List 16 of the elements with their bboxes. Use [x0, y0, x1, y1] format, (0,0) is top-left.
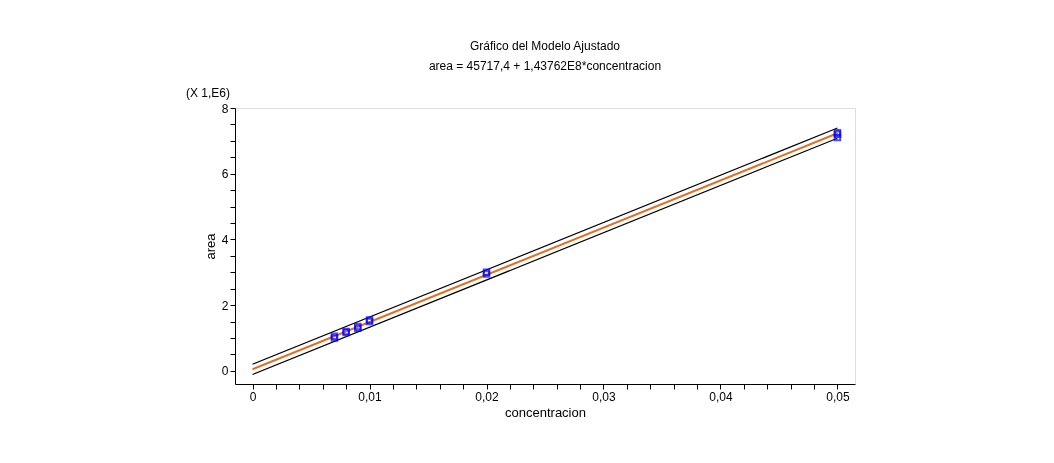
x-axis-title: concentracion — [505, 404, 586, 420]
x-tick-label: 0,03 — [592, 389, 616, 404]
text: (X 1,E6) — [185, 86, 230, 100]
y-tick-label: 8 — [221, 101, 229, 116]
chart-title: Gráfico del Modelo Ajustado — [469, 39, 621, 53]
x-tick-label: 0 — [249, 389, 257, 404]
y-tick-label: 4 — [221, 232, 229, 247]
chart-subtitle: area = 45717,4 + 1,43762E8*concentracion — [428, 59, 662, 73]
x-tick-label: 0,05 — [826, 389, 850, 404]
y-tick-label: 6 — [221, 167, 229, 182]
x-tick-label: 0,02 — [475, 389, 500, 404]
x-tick-label: 0,01 — [358, 389, 383, 404]
y-tick-label: 0 — [221, 364, 229, 379]
y-tick-label: 2 — [221, 298, 229, 313]
y-axis-title: area — [202, 232, 218, 260]
x-tick-label: 0,04 — [709, 389, 733, 404]
